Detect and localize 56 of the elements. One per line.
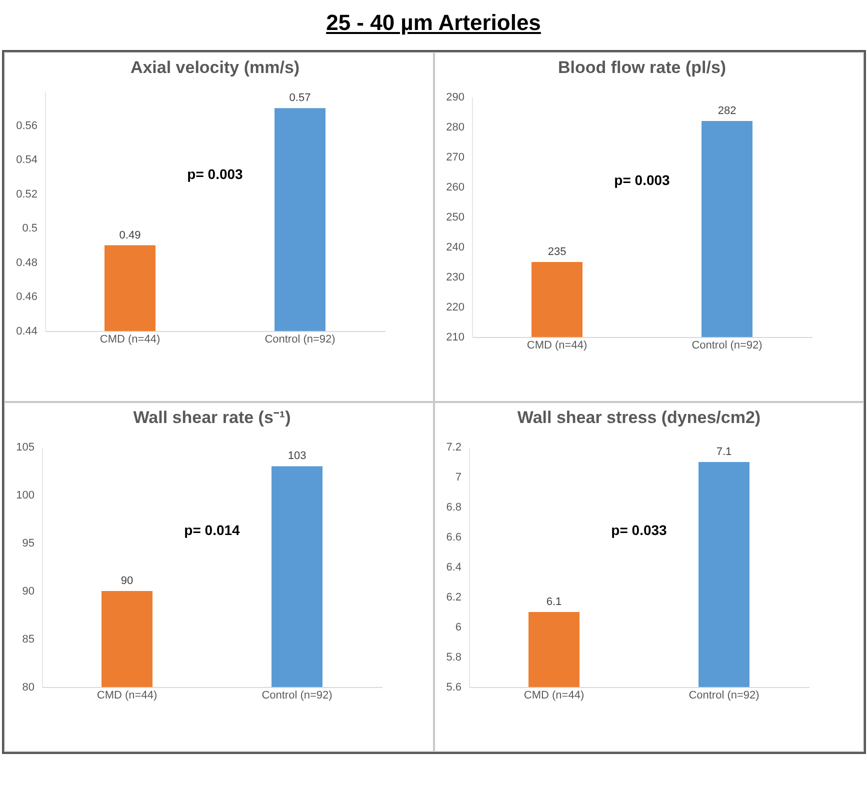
annotation: p= 0.003 — [187, 166, 244, 182]
annotation: p= 0.033 — [611, 522, 668, 538]
annotation: p= 0.014 — [184, 522, 240, 538]
y-tick-label: 105 — [16, 442, 34, 454]
data-label: 0.57 — [289, 92, 311, 104]
text: 25 - 40 µm Arterioles — [325, 9, 542, 37]
y-tick-label: 0.44 — [16, 326, 38, 338]
y-tick-label: 220 — [446, 302, 464, 314]
y-tick-label: 7.2 — [446, 442, 462, 454]
y-tick-label: 6 — [455, 622, 462, 634]
y-tick-label: 100 — [16, 490, 34, 502]
y-tick-label: 0.54 — [16, 154, 38, 166]
data-label: 103 — [288, 450, 306, 462]
y-tick-label: 6.4 — [446, 562, 462, 574]
data-label: 90 — [120, 575, 134, 587]
y-tick-label: 270 — [446, 152, 464, 164]
chart-title: Blood flow rate (pl/s) — [558, 58, 726, 77]
y-tick-label: 6.2 — [446, 592, 462, 604]
x-tick-label: Control (n=92) — [262, 690, 332, 702]
data-label: 282 — [718, 105, 736, 117]
y-tick-label: 0.52 — [16, 188, 38, 200]
y-tick-label: 5.8 — [446, 652, 462, 664]
x-tick-label: Control (n=92) — [264, 334, 336, 346]
x-tick-label: CMD (n=44) — [524, 690, 584, 702]
y-tick-label: 80 — [22, 682, 34, 694]
y-tick-label: 0.46 — [16, 291, 38, 304]
y-tick-label: 0.5 — [22, 222, 38, 235]
chart-title: Axial velocity (mm/s) — [130, 58, 300, 77]
y-tick-label: 260 — [446, 182, 464, 194]
y-tick-label: 85 — [22, 634, 34, 646]
y-tick-label: 95 — [22, 538, 34, 550]
annotation: p= 0.003 — [614, 172, 670, 188]
x-tick-label: CMD (n=44) — [96, 690, 158, 702]
data-label: 0.49 — [119, 229, 141, 242]
data-label: 6.1 — [546, 596, 562, 608]
y-tick-label: 90 — [22, 586, 34, 598]
data-label: 235 — [548, 246, 566, 258]
y-tick-label: 6.6 — [446, 532, 462, 544]
chart-title: Wall shear stress (dynes/cm2) — [517, 408, 761, 427]
y-tick-label: 7 — [455, 472, 462, 484]
y-tick-label: 280 — [446, 122, 464, 134]
y-tick-label: 0.48 — [16, 256, 38, 269]
x-tick-label: Control (n=92) — [688, 690, 760, 702]
y-tick-label: 0.56 — [16, 120, 38, 132]
y-tick-label: 290 — [446, 92, 464, 104]
y-tick-label: 240 — [446, 242, 464, 254]
data-label: 7.1 — [716, 446, 732, 458]
y-tick-label: 6.8 — [446, 502, 462, 514]
x-tick-label: Control (n=92) — [692, 340, 762, 352]
y-tick-label: 210 — [446, 332, 464, 344]
y-tick-label: 5.6 — [446, 682, 462, 694]
chart-title: Wall shear rate (s⁻¹) — [133, 408, 291, 427]
x-tick-label: CMD (n=44) — [526, 340, 588, 352]
y-tick-label: 230 — [446, 272, 464, 284]
x-tick-label: CMD (n=44) — [100, 334, 160, 346]
y-tick-label: 250 — [446, 212, 464, 224]
